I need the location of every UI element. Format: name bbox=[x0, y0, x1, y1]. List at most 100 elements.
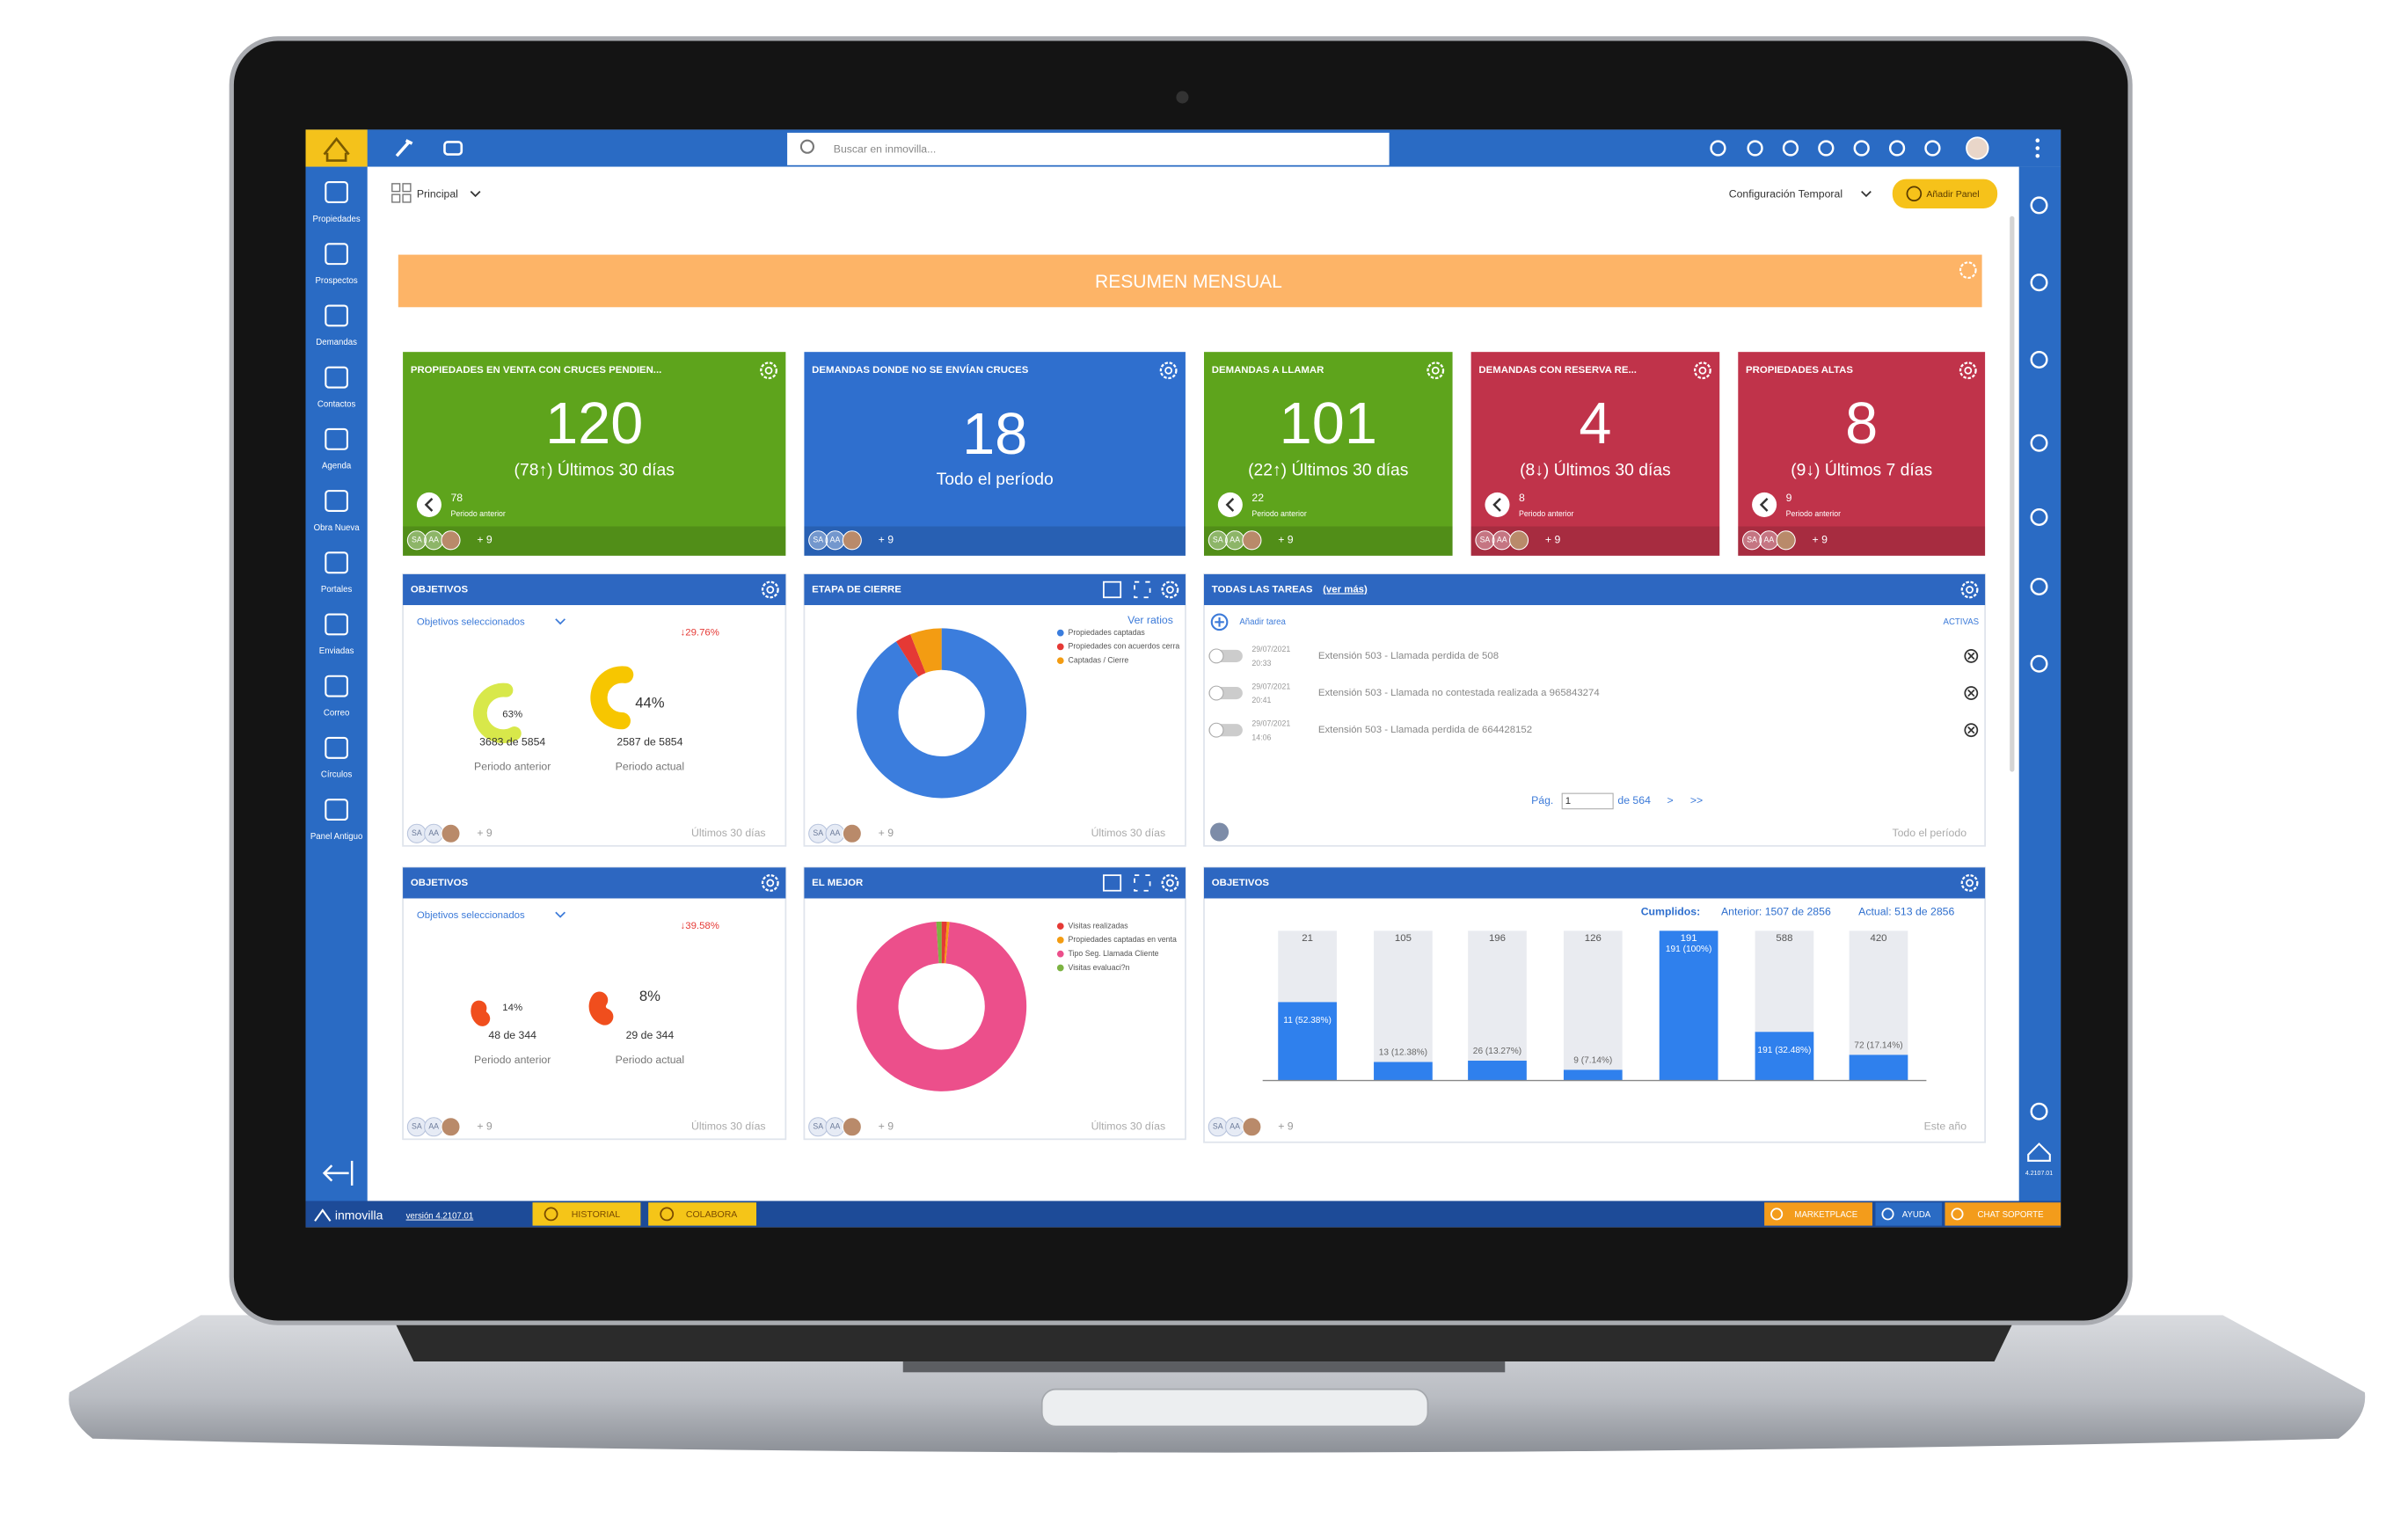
objectives-selector[interactable]: Objetivos seleccionados bbox=[417, 617, 525, 627]
previous-value: 78 bbox=[450, 492, 463, 504]
sidebar-item[interactable]: Correo bbox=[324, 708, 349, 718]
sidebar-icon bbox=[325, 304, 348, 327]
page-input[interactable] bbox=[1561, 792, 1614, 810]
user-initials: SA bbox=[412, 536, 422, 544]
scrollbar bbox=[2010, 215, 2015, 772]
view-selector[interactable]: Principal bbox=[417, 187, 458, 200]
gauge-percent: 63% bbox=[502, 710, 522, 720]
user-initials: SA bbox=[412, 828, 422, 837]
settings-icon-core bbox=[764, 366, 773, 375]
sidebar-icon bbox=[325, 181, 348, 203]
sidebar-icon bbox=[325, 427, 348, 450]
see-more-link[interactable]: (ver más) bbox=[1323, 584, 1368, 595]
gauge-arc bbox=[471, 1000, 491, 1026]
side-icon bbox=[2030, 577, 2048, 595]
add-panel-label[interactable]: Añadir Panel bbox=[1926, 189, 1979, 200]
search-icon bbox=[799, 139, 815, 154]
more-users: + 9 bbox=[1278, 534, 1294, 546]
settings-icon bbox=[1959, 361, 1977, 380]
kpi-title: PROPIEDADES ALTAS bbox=[1746, 365, 1853, 376]
donut-segment bbox=[857, 922, 1027, 1091]
filter-active[interactable]: ACTIVAS bbox=[1944, 617, 1980, 627]
gauge-count: 48 de 344 bbox=[488, 1029, 536, 1041]
footer-button-label[interactable]: CHAT SOPORTE bbox=[1978, 1210, 2045, 1220]
objectives-selector[interactable]: Objetivos seleccionados bbox=[417, 910, 525, 921]
legend-dot bbox=[1056, 923, 1064, 930]
add-task[interactable]: Añadir tarea bbox=[1239, 617, 1286, 627]
config-selector[interactable]: Configuración Temporal bbox=[1729, 187, 1842, 200]
sidebar-item[interactable]: Propiedades bbox=[313, 215, 361, 224]
ratios-link[interactable]: Ver ratios bbox=[1127, 614, 1173, 626]
menu-dot bbox=[2035, 146, 2040, 150]
version[interactable]: versión 4.2107.01 bbox=[406, 1212, 474, 1222]
sidebar-icon bbox=[325, 490, 348, 513]
gauge-label: Periodo anterior bbox=[474, 1054, 551, 1066]
goal-bar bbox=[1374, 931, 1433, 1081]
legend-label: Visitas evaluaci?n bbox=[1069, 963, 1130, 972]
view-icon bbox=[402, 193, 412, 203]
footer-button[interactable] bbox=[1875, 1202, 1942, 1226]
change-percent: ↓39.58% bbox=[681, 921, 719, 931]
sidebar-item[interactable]: Enviadas bbox=[319, 646, 354, 656]
more-users: + 9 bbox=[1813, 534, 1828, 546]
page-total: de 564 bbox=[1617, 794, 1651, 806]
settings-icon-core bbox=[1698, 366, 1707, 375]
footer-button[interactable] bbox=[532, 1202, 641, 1226]
task-text: Extensión 503 - Llamada perdida de 508 bbox=[1318, 651, 1499, 661]
sidebar-item[interactable]: Demandas bbox=[316, 338, 357, 347]
user-initials: AA bbox=[1230, 1122, 1240, 1131]
sidebar-item[interactable]: Panel Antiguo bbox=[310, 832, 363, 842]
last-page[interactable]: >> bbox=[1690, 794, 1703, 806]
sidebar-item[interactable]: Portales bbox=[321, 585, 353, 595]
user-photo bbox=[1776, 530, 1796, 551]
settings-icon bbox=[1960, 580, 1979, 599]
sidebar-item[interactable]: Obra Nueva bbox=[314, 523, 361, 533]
kpi-subtitle: (9↓) Últimos 7 días bbox=[1791, 459, 1932, 479]
next-page[interactable]: > bbox=[1667, 794, 1674, 806]
footer-button-label[interactable]: MARKETPLACE bbox=[1794, 1210, 1857, 1220]
achieved-label: 9 (7.14%) bbox=[1573, 1056, 1612, 1066]
sidebar-item[interactable]: Círculos bbox=[321, 770, 353, 780]
previous-arrow bbox=[1492, 498, 1501, 512]
previous-button bbox=[416, 492, 441, 517]
sidebar-item[interactable]: Prospectos bbox=[316, 276, 358, 286]
period: Este año bbox=[1924, 1120, 1967, 1132]
kpi-card bbox=[1738, 352, 1986, 556]
footer-button[interactable] bbox=[1945, 1202, 2061, 1226]
footer-button-label[interactable]: COLABORA bbox=[686, 1209, 737, 1220]
more-users: + 9 bbox=[477, 827, 493, 839]
footer-button-label[interactable]: AYUDA bbox=[1902, 1210, 1931, 1220]
kpi-card bbox=[804, 352, 1186, 556]
task-time: 20:33 bbox=[1251, 659, 1271, 668]
search-box[interactable] bbox=[787, 132, 1390, 165]
more-users: + 9 bbox=[477, 1120, 493, 1132]
chevron bbox=[470, 191, 481, 198]
panel-header bbox=[403, 867, 786, 899]
task-text: Extensión 503 - Llamada no contestada re… bbox=[1318, 688, 1600, 698]
search-placeholder[interactable]: Buscar en inmovilla... bbox=[834, 142, 937, 155]
footer-button[interactable] bbox=[648, 1202, 757, 1226]
kpi-subtitle: (8↓) Últimos 30 días bbox=[1520, 459, 1671, 479]
task-close bbox=[1964, 686, 1979, 700]
settings-icon bbox=[1161, 580, 1179, 599]
kpi-footer bbox=[804, 526, 1186, 556]
settings-icon bbox=[1960, 874, 1979, 892]
footer-button-label[interactable]: HISTORIAL bbox=[572, 1209, 620, 1220]
page-number[interactable]: 1 bbox=[1565, 796, 1571, 806]
panel-header bbox=[804, 867, 1186, 899]
user-initials: AA bbox=[428, 1122, 439, 1131]
user-badge bbox=[406, 530, 427, 551]
user-photo bbox=[1242, 1117, 1262, 1137]
brand: inmovilla bbox=[335, 1208, 383, 1222]
user-initials: SA bbox=[1480, 536, 1491, 544]
side-icon bbox=[2030, 350, 2048, 369]
toolbar-icon bbox=[1710, 140, 1726, 157]
footer-button-icon bbox=[1951, 1208, 1964, 1221]
add-panel-button[interactable] bbox=[1892, 179, 1998, 208]
legend-dot bbox=[1056, 964, 1064, 972]
sidebar-item[interactable]: Agenda bbox=[322, 462, 352, 471]
user-photo bbox=[1508, 530, 1529, 551]
previous-label: Periodo anterior bbox=[1519, 509, 1573, 518]
settings-icon-core bbox=[1431, 366, 1440, 375]
sidebar-item[interactable]: Contactos bbox=[317, 399, 356, 409]
